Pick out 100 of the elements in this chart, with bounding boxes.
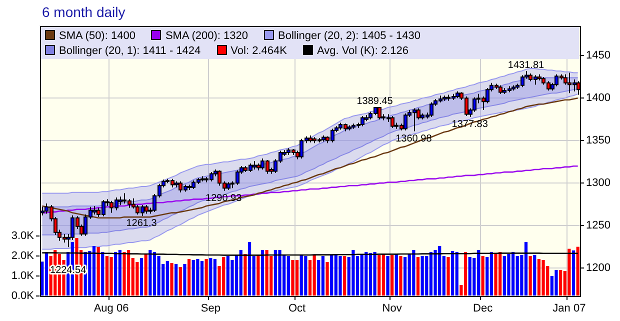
bar <box>326 262 329 296</box>
bar <box>213 259 217 296</box>
bar <box>110 257 113 296</box>
legend-label: Vol: 2.464K <box>230 44 287 56</box>
bar <box>260 250 264 296</box>
bar <box>568 248 571 296</box>
legend-label: Avg. Vol (K): 2.126 <box>316 44 408 56</box>
bar <box>200 261 204 296</box>
bar <box>157 256 160 296</box>
bar <box>265 250 268 296</box>
bar <box>533 255 536 296</box>
bar <box>399 256 402 296</box>
bar <box>468 257 472 296</box>
bar <box>44 252 48 296</box>
x-tick-label: Aug 06 <box>94 302 129 315</box>
annotation: 1261.3 <box>126 218 158 229</box>
bar <box>300 255 303 296</box>
bar <box>144 254 148 296</box>
bar <box>295 260 299 296</box>
bar <box>386 256 390 296</box>
bar <box>451 251 454 296</box>
bar <box>118 250 122 296</box>
bar <box>105 256 109 296</box>
bar <box>312 255 316 296</box>
x-tick-label: Nov <box>382 302 402 315</box>
bar <box>476 250 480 296</box>
x-tick-label: Dec <box>473 302 494 315</box>
bar <box>412 250 416 296</box>
bar <box>192 260 195 296</box>
bar <box>96 247 100 296</box>
bar <box>174 264 178 296</box>
bar <box>183 264 186 296</box>
bar <box>101 252 104 296</box>
bar <box>524 242 528 296</box>
bar <box>291 260 294 296</box>
bar <box>360 254 364 296</box>
annotation: 1389.45 <box>356 96 394 108</box>
bar <box>148 250 152 296</box>
y-tick-label: 1300 <box>586 177 610 190</box>
bar <box>317 260 320 296</box>
bar <box>239 250 242 296</box>
bar <box>187 259 191 296</box>
annotation: 1431.81 <box>508 60 545 72</box>
bar <box>446 257 450 296</box>
bar <box>494 254 498 296</box>
bar <box>390 255 394 296</box>
x-tick-label: Sep <box>200 302 220 315</box>
bar <box>455 252 458 296</box>
bar <box>378 255 381 296</box>
x-tick-label: Oct <box>288 302 306 315</box>
bar <box>204 259 208 296</box>
bar <box>516 256 519 296</box>
bar <box>373 252 376 296</box>
bar <box>196 259 200 296</box>
bar <box>178 267 182 296</box>
bar <box>278 250 282 296</box>
y2-tick-label: 2.0K <box>11 250 35 262</box>
bar <box>572 250 576 296</box>
bar <box>256 255 260 296</box>
y-tick-label: 1450 <box>586 50 610 62</box>
bar <box>330 255 334 296</box>
y2-tick-label: 1.0K <box>11 270 35 282</box>
bar <box>537 259 541 296</box>
bar <box>170 263 174 296</box>
bar <box>382 254 385 296</box>
y2-tick-label: 0.0K <box>11 290 35 302</box>
bar <box>136 262 139 296</box>
bar <box>304 256 308 296</box>
bar <box>209 258 212 296</box>
bar <box>429 252 433 296</box>
bar <box>507 254 510 296</box>
bar <box>576 246 580 296</box>
bar <box>321 256 325 296</box>
bar <box>338 256 342 296</box>
bar <box>230 260 234 296</box>
bar <box>286 256 290 296</box>
y-tick-label: 1200 <box>586 262 610 274</box>
bar <box>92 246 96 296</box>
y-tick-label: 1350 <box>586 134 610 147</box>
bar <box>511 252 515 296</box>
bar <box>394 254 398 296</box>
legend-label: Bollinger (20, 2): 1405 - 1430 <box>278 30 420 42</box>
bar <box>343 256 346 296</box>
bar <box>152 252 156 296</box>
bar <box>542 260 545 296</box>
chart-title: 6 month daily <box>42 4 126 20</box>
legend-label: SMA (50): 1400 <box>59 30 136 42</box>
bar <box>140 258 144 296</box>
legend-label: Bollinger (20, 1): 1411 - 1424 <box>59 44 201 56</box>
bar <box>368 253 372 296</box>
bar <box>364 252 368 296</box>
bar <box>559 270 562 296</box>
y-tick-label: 1250 <box>586 220 610 232</box>
x-tick-label: Jan 07 <box>552 302 586 315</box>
bar <box>408 254 411 296</box>
bar <box>166 261 169 296</box>
bar <box>464 252 468 296</box>
legend-label: SMA (200): 1320 <box>165 30 248 42</box>
y-tick-label: 1400 <box>586 92 610 104</box>
bar <box>528 256 532 296</box>
